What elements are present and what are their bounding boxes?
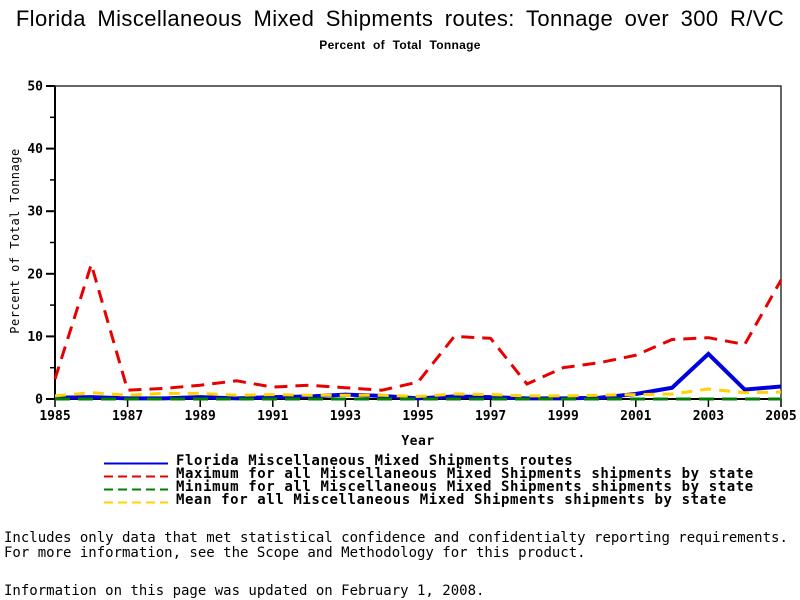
x-axis-title: Year bbox=[401, 434, 435, 449]
legend-line-swatch bbox=[104, 481, 168, 494]
x-tick-label: 1999 bbox=[548, 409, 579, 424]
x-tick-label: 2003 bbox=[693, 409, 724, 424]
y-tick-label: 0 bbox=[35, 393, 43, 408]
legend-item-maximum: Maximum for all Miscellaneous Mixed Ship… bbox=[104, 466, 754, 482]
legend-line-swatch bbox=[104, 455, 168, 468]
x-tick-label: 2005 bbox=[765, 409, 796, 424]
series-line-3 bbox=[54, 387, 782, 399]
legend-line-swatch bbox=[104, 494, 168, 507]
legend-item-mean: Mean for all Miscellaneous Mixed Shipmen… bbox=[104, 492, 754, 508]
chart-subtitle: Percent of Total Tonnage bbox=[319, 38, 481, 52]
x-tick-label: 1993 bbox=[330, 409, 361, 424]
x-tick-label: 1987 bbox=[112, 409, 143, 424]
x-tick-label: 1989 bbox=[185, 409, 216, 424]
y-tick-label: 50 bbox=[27, 80, 43, 95]
y-tick-label: 40 bbox=[27, 142, 43, 157]
chart-title: Florida Miscellaneous Mixed Shipments ro… bbox=[15, 6, 785, 31]
legend: Florida Miscellaneous Mixed Shipments ro… bbox=[104, 453, 754, 508]
x-tick-label: 1985 bbox=[39, 409, 70, 424]
series-line-0 bbox=[54, 351, 782, 401]
x-tick-label: 1991 bbox=[257, 409, 288, 424]
legend-item-minimum: Minimum for all Miscellaneous Mixed Ship… bbox=[104, 479, 754, 495]
plot-area: 0 10 20 30 40 50 1985 1987 1989 1991 1993 1995 1997 1… bbox=[27, 80, 796, 425]
legend-item-label: Florida Miscellaneous Mixed Shipments ro… bbox=[176, 453, 574, 469]
y-tick-label: 30 bbox=[27, 205, 43, 220]
footnote-line-1: Includes only data that met statistical … bbox=[4, 530, 788, 546]
axis-box bbox=[54, 85, 782, 400]
legend-item-label: Maximum for all Miscellaneous Mixed Ship… bbox=[176, 466, 754, 482]
x-tick-label: 1997 bbox=[475, 409, 506, 424]
x-tick-label: 1995 bbox=[402, 409, 433, 424]
legend-item-label: Minimum for all Miscellaneous Mixed Ship… bbox=[176, 479, 754, 495]
updated-date-note: Information on this page was updated on … bbox=[4, 583, 485, 599]
legend-line-swatch bbox=[104, 468, 168, 481]
legend-item-label: Mean for all Miscellaneous Mixed Shipmen… bbox=[176, 492, 727, 508]
series-line-1 bbox=[53, 259, 783, 392]
legend-item-florida: Florida Miscellaneous Mixed Shipments ro… bbox=[104, 453, 754, 469]
y-tick-label: 20 bbox=[27, 267, 43, 282]
footnote-line-2: For more information, see the Scope and … bbox=[4, 545, 586, 561]
x-tick-label: 2001 bbox=[620, 409, 651, 424]
axis-lines bbox=[54, 86, 781, 400]
y-tick-label: 10 bbox=[27, 330, 43, 345]
